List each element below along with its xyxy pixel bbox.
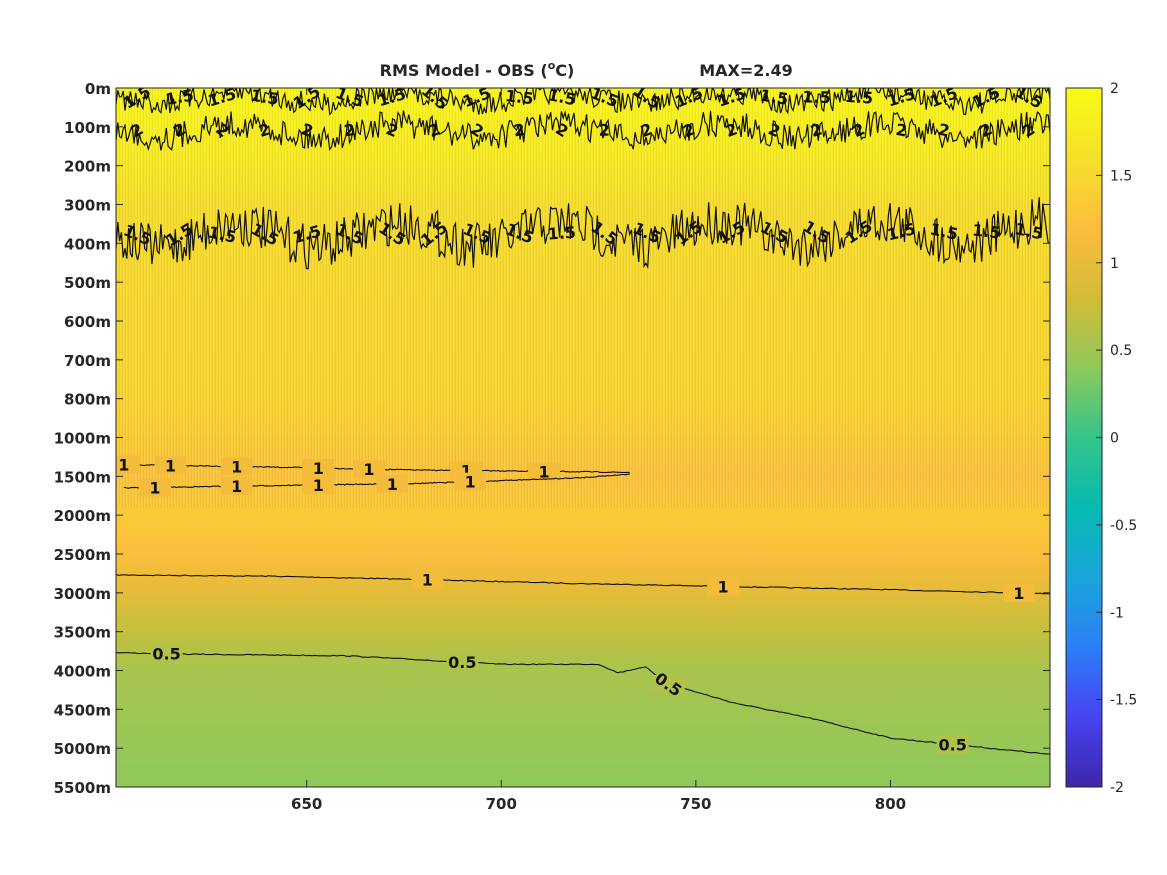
y-tick-label: 1000m bbox=[54, 430, 111, 448]
contour-line-noisy bbox=[116, 197, 1050, 270]
contour-label-bg bbox=[376, 474, 409, 493]
colorbar-tick-label: -2 bbox=[1110, 780, 1124, 796]
y-tick-label: 5000m bbox=[54, 740, 111, 758]
contour-label: 1 bbox=[387, 475, 398, 494]
contour-label-bg bbox=[528, 462, 561, 481]
contour-label: 2 bbox=[894, 120, 908, 141]
contour-label: 1.5 bbox=[802, 87, 831, 107]
y-tick-label: 5500m bbox=[54, 779, 111, 797]
contour-label: 1.5 bbox=[249, 86, 280, 109]
contour-label: 1 bbox=[149, 478, 160, 497]
contour-label-bg bbox=[936, 735, 969, 754]
colorbar-tick-label: 0 bbox=[1110, 431, 1119, 447]
y-tick-label: 2500m bbox=[54, 546, 111, 564]
contour-label-bg bbox=[411, 570, 444, 589]
contour-label: 1 bbox=[313, 476, 324, 495]
contour-label: 1.5 bbox=[759, 86, 790, 109]
contour-label: 1 bbox=[118, 456, 129, 475]
colorbar-axis: 2 1.5 1 0.5 0 -0.5 -1 -1.5 -2 bbox=[1096, 81, 1137, 796]
field-texture bbox=[116, 88, 1050, 508]
colorbar-tick-label: 1.5 bbox=[1110, 168, 1132, 184]
colorbar-tick-label: 0.5 bbox=[1110, 343, 1132, 359]
x-tick-label: 650 bbox=[291, 795, 322, 813]
contour-label-bg bbox=[220, 477, 253, 496]
contour-label-bg bbox=[652, 675, 685, 694]
contour-label: 1 bbox=[231, 458, 242, 477]
contour-label: 1.5 bbox=[547, 223, 577, 244]
contour-label-bg bbox=[454, 472, 487, 491]
y-tick-label: 0m bbox=[85, 80, 111, 98]
contour-label: 1.5 bbox=[971, 221, 1001, 243]
heatmap-field: 1 1 10.5 0.50.50.51 1 1 1 1 1 11 1 1 1 11.5 1.5 1.5 1.5 1… bbox=[116, 84, 1050, 787]
x-axis: 650 700 750 800 bbox=[291, 88, 906, 813]
contour-label: 0.5 bbox=[939, 735, 967, 754]
contour-label: 2 bbox=[808, 119, 824, 141]
y-tick-label: 2000m bbox=[54, 507, 111, 525]
y-tick-label: 500m bbox=[64, 274, 111, 292]
contour-label: 1 bbox=[231, 477, 242, 496]
contour-label-bg bbox=[352, 460, 385, 479]
colorbar-tick-label: -1 bbox=[1110, 605, 1124, 621]
contour-label: 2 bbox=[598, 121, 609, 140]
colorbar-tick-label: -0.5 bbox=[1110, 518, 1137, 534]
contour-label: 1.5 bbox=[546, 85, 577, 109]
contour-label: 0.5 bbox=[448, 653, 476, 672]
contour-label-bg bbox=[220, 457, 253, 476]
colorbar-tick-label: 1 bbox=[1110, 256, 1119, 272]
y-tick-label: 4000m bbox=[54, 663, 111, 681]
colorbar-tick-label: -1.5 bbox=[1110, 693, 1137, 709]
colorbar-tick-label: 2 bbox=[1110, 81, 1119, 97]
y-tick-label: 600m bbox=[64, 313, 111, 331]
max-label: MAX=2.49 bbox=[699, 61, 793, 80]
contour-line bbox=[116, 573, 1050, 595]
contour-line-noisy bbox=[116, 88, 1050, 116]
y-tick-label: 1500m bbox=[54, 468, 111, 486]
contour-label-bg bbox=[150, 644, 183, 663]
contour-label: 1 bbox=[461, 462, 472, 481]
contour-label: 1 bbox=[363, 460, 374, 479]
y-tick-label: 3500m bbox=[54, 624, 111, 642]
x-tick-label: 800 bbox=[875, 795, 906, 813]
contour-label: 1 bbox=[718, 577, 729, 596]
y-tick-label: 4500m bbox=[54, 701, 111, 719]
contour-label: 1 bbox=[313, 459, 324, 478]
y-tick-label: 3000m bbox=[54, 585, 111, 603]
contour-label-bg bbox=[116, 455, 140, 474]
contour-label-bg bbox=[138, 478, 171, 497]
contour-label: 1.5 bbox=[164, 85, 195, 109]
contour-label: 2 bbox=[937, 120, 952, 141]
contour-label: 1 bbox=[465, 473, 476, 492]
y-tick-label: 800m bbox=[64, 391, 111, 409]
y-axis: 0m 100m 200m 300m 400m 500m 600m 700m 800m 1000m 1… bbox=[54, 80, 1050, 797]
contour-label: 0.5 bbox=[152, 645, 180, 664]
contour-line bbox=[116, 651, 1050, 755]
contour-label: 1.5 bbox=[504, 86, 534, 108]
contour-label: 1 bbox=[165, 456, 176, 475]
y-tick-label: 700m bbox=[64, 352, 111, 370]
contour-label-bg bbox=[707, 577, 740, 596]
contour-label: 1.5 bbox=[376, 84, 408, 110]
contour-label: 1 bbox=[422, 571, 433, 590]
contour-label: 1 bbox=[539, 462, 550, 481]
y-tick-label: 200m bbox=[64, 158, 111, 176]
contour-label: 2 bbox=[343, 120, 356, 140]
contour-label: 2 bbox=[512, 120, 526, 140]
contour-label: 1.5 bbox=[844, 87, 874, 108]
contour-label: 2 bbox=[256, 120, 272, 141]
chart-title: RMS Model - OBS (oC) bbox=[380, 59, 575, 80]
contour-label-bg bbox=[302, 475, 335, 494]
contour-label: 1 bbox=[1013, 584, 1024, 603]
contour-label-bg bbox=[446, 653, 479, 672]
contour-label-bg bbox=[154, 456, 187, 475]
x-tick-label: 700 bbox=[486, 795, 517, 813]
contour-label-bg bbox=[302, 459, 335, 478]
y-tick-label: 300m bbox=[64, 197, 111, 215]
x-tick-label: 750 bbox=[680, 795, 711, 813]
contour-label-bg bbox=[1002, 583, 1035, 602]
y-tick-label: 400m bbox=[64, 235, 111, 253]
contour-line-noisy bbox=[116, 110, 1050, 151]
y-tick-label: 100m bbox=[64, 119, 111, 137]
